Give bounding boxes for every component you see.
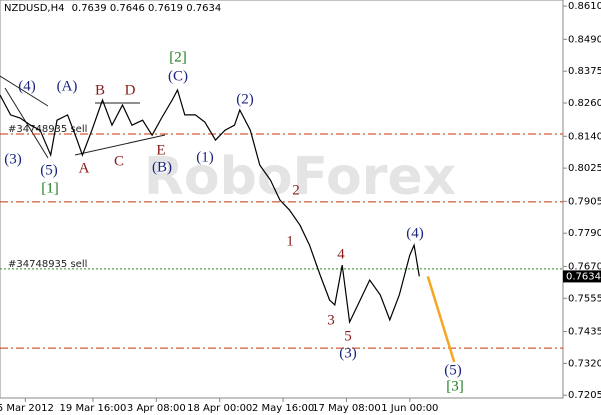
x-tick-label: 2 May 16:00 <box>252 403 314 414</box>
projection-line <box>426 276 456 363</box>
y-tick-label: 0.7670 <box>568 261 601 272</box>
level-label: #34748935 sell <box>8 124 87 135</box>
y-tick-label: 0.7205 <box>568 390 601 401</box>
wave-label: A <box>79 160 90 176</box>
watermark: RoboForex <box>144 147 456 207</box>
y-tick-label: 0.8025 <box>568 163 601 174</box>
close: 0.7634 <box>186 3 221 14</box>
wave-label: E <box>156 142 165 158</box>
x-tick-label: 3 Apr 08:00 <box>127 403 186 414</box>
wave-label: (4) <box>18 78 36 94</box>
wave-label: (5) <box>40 162 58 178</box>
wave-label: [2] <box>169 49 187 65</box>
y-tick-label: 0.7905 <box>568 196 601 207</box>
wave-label: [1] <box>41 180 59 196</box>
wave-label: (C) <box>168 68 188 84</box>
wave-label: (3) <box>4 151 22 167</box>
low: 0.7619 <box>148 3 183 14</box>
symbol: NZDUSD,H4 <box>4 3 64 14</box>
y-tick-label: 0.8140 <box>568 131 601 142</box>
wave-label: 5 <box>344 328 352 344</box>
wave-label: D <box>125 82 136 98</box>
plot-frame <box>0 0 564 399</box>
open: 0.7639 <box>72 3 107 14</box>
y-tick-label: 0.7790 <box>568 228 601 239</box>
y-tick-label: 0.7555 <box>568 293 601 304</box>
price-line <box>0 88 420 325</box>
wave-label: (B) <box>152 159 172 175</box>
wave-label: (1) <box>196 149 214 165</box>
wave-label: (A) <box>57 78 78 94</box>
wave-label: (5) <box>444 362 462 378</box>
wave-label: (4) <box>406 225 424 241</box>
y-tick-label: 0.8260 <box>568 98 601 109</box>
x-tick-label: 19 Mar 16:00 <box>60 403 127 414</box>
high: 0.7646 <box>110 3 145 14</box>
y-tick-label: 0.8610 <box>568 1 601 12</box>
x-tick-label: 18 Apr 00:00 <box>187 403 252 414</box>
wave-label: 4 <box>337 246 345 262</box>
x-tick-label: 1 Jun 00:00 <box>381 403 438 414</box>
y-tick-label: 0.8490 <box>568 34 601 45</box>
wave-label: 1 <box>286 233 294 249</box>
wave-label: [3] <box>446 378 464 394</box>
wave-label: 3 <box>327 312 335 328</box>
x-tick-label: 17 May 08:00 <box>312 403 381 414</box>
price-box-label: 0.7634 <box>566 271 601 282</box>
wave-label: (3) <box>339 345 357 361</box>
y-tick-label: 0.8375 <box>568 66 601 77</box>
wave-label: C <box>114 153 124 169</box>
wave-label: (2) <box>236 91 254 107</box>
wave-label: 2 <box>292 182 300 198</box>
pattern-line <box>74 134 166 156</box>
price-box <box>563 270 601 283</box>
header: NZDUSD,H4 0.7639 0.7646 0.7619 0.7634 <box>4 3 221 14</box>
y-tick-label: 0.7320 <box>568 358 601 369</box>
x-tick-label: 5 Mar 2012 <box>0 403 54 414</box>
y-tick-label: 0.7435 <box>568 327 601 338</box>
pattern-line <box>0 75 49 107</box>
wave-label: B <box>95 82 105 98</box>
level-label: #34748935 sell <box>8 259 87 270</box>
